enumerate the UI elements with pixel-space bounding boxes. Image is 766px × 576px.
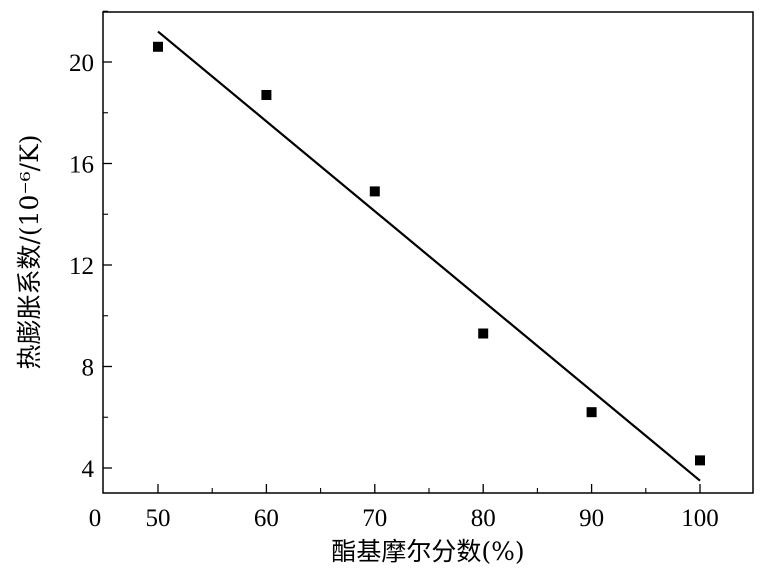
x-tick-label: 60 xyxy=(254,505,279,532)
data-point xyxy=(695,455,705,466)
y-tick-label: 8 xyxy=(82,355,95,382)
x-tick-label: 70 xyxy=(362,505,387,532)
axis-ticks xyxy=(103,10,701,493)
x-tick-labels: 0 50 60 70 80 90 100 xyxy=(89,505,719,532)
data-point xyxy=(261,89,272,100)
y-tick-label: 20 xyxy=(69,50,94,77)
fit-line xyxy=(157,30,701,482)
x-tick-label: 80 xyxy=(471,505,496,532)
x-tick-label: 0 xyxy=(89,505,102,532)
y-tick-label: 12 xyxy=(69,253,94,280)
data-point xyxy=(586,407,597,418)
fit-line-layer xyxy=(157,30,701,482)
data-point xyxy=(153,41,163,52)
y-tick-label: 4 xyxy=(82,456,95,483)
y-axis-label: 热膨胀系数/(10⁻⁶/K) xyxy=(15,134,44,369)
data-point xyxy=(369,186,380,197)
x-tick-label: 90 xyxy=(579,505,604,532)
y-tick-labels: 4 8 12 16 20 xyxy=(69,50,95,483)
x-tick-label: 50 xyxy=(146,505,171,532)
data-point xyxy=(478,328,489,339)
data-points xyxy=(153,41,705,466)
plot-frame xyxy=(102,11,754,494)
y-tick-label: 16 xyxy=(69,152,94,179)
x-tick-label: 100 xyxy=(681,505,719,532)
x-axis-label: 酯基摩尔分数(%) xyxy=(331,537,524,566)
